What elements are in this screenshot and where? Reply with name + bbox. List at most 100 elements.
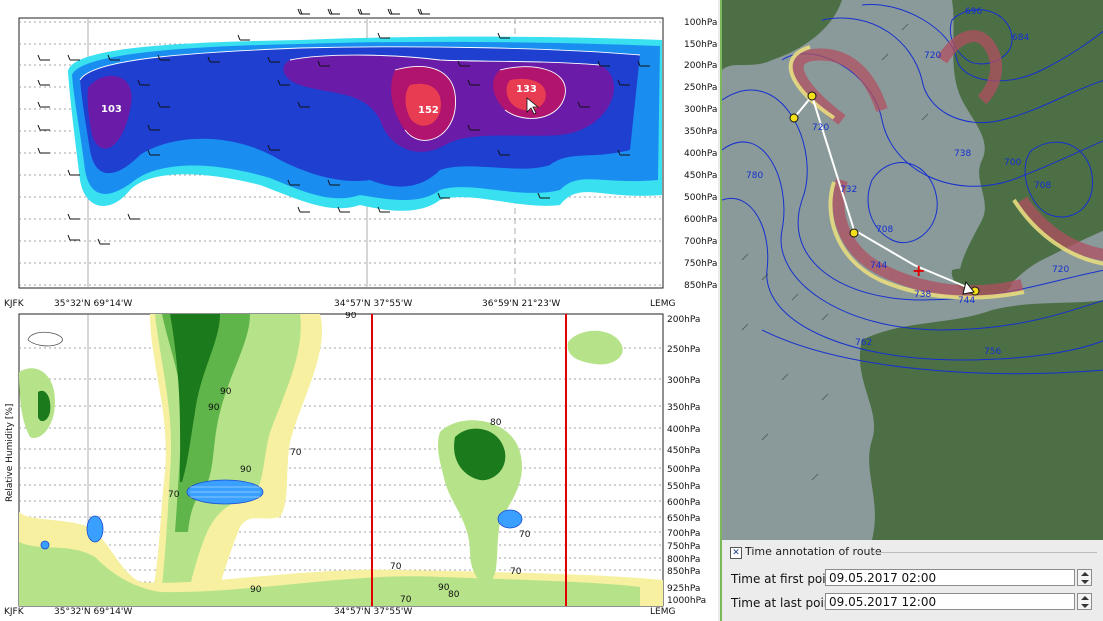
svg-text:700hPa: 700hPa: [667, 529, 700, 539]
svg-text:90: 90: [220, 387, 232, 397]
cursor-arrow-icon: [526, 97, 540, 115]
svg-text:720: 720: [924, 51, 941, 61]
svg-text:720: 720: [812, 123, 829, 133]
svg-text:70: 70: [290, 448, 302, 458]
svg-text:350hPa: 350hPa: [684, 127, 717, 137]
contour-label-133: 133: [516, 84, 537, 95]
svg-text:720: 720: [1052, 265, 1069, 275]
bottom-waypoint-kjfk: KJFK: [4, 607, 24, 617]
svg-text:744: 744: [870, 261, 887, 271]
top-pressure-axis: 100hPa 150hPa 200hPa 250hPa 300hPa 350hP…: [684, 18, 717, 291]
waypoint-label-1: 35°32'N 69°14'W: [54, 299, 133, 309]
svg-text:100hPa: 100hPa: [684, 18, 717, 28]
svg-text:550hPa: 550hPa: [667, 482, 700, 492]
svg-text:700hPa: 700hPa: [684, 237, 717, 247]
map-view[interactable]: + 696 684 720 720 738 708 700 732 744 73…: [720, 0, 1103, 540]
svg-text:350hPa: 350hPa: [667, 403, 700, 413]
waypoint-marker-1: [807, 91, 817, 101]
top-section-plot[interactable]: 103 152 133 100hPa 150hPa 200hPa 250hPa …: [0, 0, 718, 312]
waypoint-label-3: 36°59'N 21°23'W: [482, 299, 561, 309]
contour-label-103: 103: [101, 104, 122, 115]
cursor-arrow-icon: [962, 280, 975, 295]
waypoint-label-2: 34°57'N 37°55'W: [334, 299, 413, 309]
route-annotation-checkbox[interactable]: ✕: [730, 547, 742, 559]
bottom-waypoint-lemg: LEMG: [650, 607, 676, 617]
svg-text:756: 756: [984, 347, 1001, 357]
svg-text:200hPa: 200hPa: [667, 315, 700, 325]
svg-text:850hPa: 850hPa: [667, 567, 700, 577]
svg-text:800hPa: 800hPa: [667, 555, 700, 565]
route-annotation-panel: ✕ Time annotation of route Time at first…: [720, 540, 1103, 621]
svg-text:90: 90: [438, 583, 450, 593]
map-contour-labels: 696 684 720 720 738 708 700 732 744 738 …: [746, 7, 1069, 357]
bottom-section-panel[interactable]: 90 90 90 90 70 70 80 70 70 70 90 80 70 9…: [0, 312, 718, 621]
svg-text:750hPa: 750hPa: [667, 542, 700, 552]
bottom-section-plot[interactable]: 90 90 90 90 70 70 80 70 70 70 90 80 70 9…: [0, 312, 718, 621]
svg-text:732: 732: [840, 185, 857, 195]
spin-up-icon[interactable]: [1081, 572, 1089, 576]
svg-text:600hPa: 600hPa: [684, 215, 717, 225]
svg-text:450hPa: 450hPa: [684, 171, 717, 181]
waypoint-marker-3: [849, 228, 859, 238]
first-point-time-field[interactable]: 09.05.2017 02:00: [825, 569, 1075, 586]
svg-text:150hPa: 150hPa: [684, 40, 717, 50]
rh-top-right-blob: [567, 330, 623, 365]
first-point-spinner[interactable]: [1077, 569, 1092, 586]
svg-text:300hPa: 300hPa: [684, 105, 717, 115]
waypoint-label-lemg: LEMG: [650, 299, 676, 309]
jet-red-core: [405, 78, 546, 126]
svg-text:780: 780: [746, 171, 763, 181]
svg-text:200hPa: 200hPa: [684, 61, 717, 71]
rh-left-dark-blob: [38, 390, 51, 422]
svg-text:744: 744: [958, 296, 975, 306]
svg-text:600hPa: 600hPa: [667, 498, 700, 508]
svg-text:762: 762: [855, 338, 872, 348]
rh-mid-dark-blob: [454, 428, 506, 481]
first-point-label: Time at first point: [731, 572, 838, 586]
rh-axis-label: Relative Humidity [%]: [5, 404, 15, 502]
svg-text:80: 80: [490, 418, 502, 428]
rh-dark-green-layer: [170, 314, 220, 482]
last-point-spinner[interactable]: [1077, 593, 1092, 610]
svg-text:80: 80: [448, 590, 460, 600]
route-annotation-title: Time annotation of route: [745, 545, 882, 558]
bottom-waypoint-1: 35°32'N 69°14'W: [54, 607, 133, 617]
map-canvas[interactable]: + 696 684 720 720 738 708 700 732 744 73…: [722, 0, 1103, 540]
africa-land: [860, 300, 1103, 540]
svg-text:708: 708: [1034, 181, 1051, 191]
svg-text:500hPa: 500hPa: [684, 193, 717, 203]
svg-text:70: 70: [390, 562, 402, 572]
svg-text:400hPa: 400hPa: [684, 149, 717, 159]
svg-text:850hPa: 850hPa: [684, 281, 717, 291]
route-cross-marker: +: [912, 261, 925, 280]
svg-text:70: 70: [519, 530, 531, 540]
waypoint-marker-2: [789, 113, 799, 123]
bottom-pressure-axis: 200hPa 250hPa 300hPa 350hPa 400hPa 450hP…: [667, 315, 706, 606]
svg-text:708: 708: [876, 225, 893, 235]
svg-text:684: 684: [1012, 33, 1029, 43]
greenland-land: [722, 0, 842, 70]
svg-text:250hPa: 250hPa: [684, 83, 717, 93]
waypoint-label-kjfk: KJFK: [4, 299, 24, 309]
top-section-panel[interactable]: 103 152 133 100hPa 150hPa 200hPa 250hPa …: [0, 0, 718, 312]
svg-text:90: 90: [345, 312, 357, 321]
svg-text:300hPa: 300hPa: [667, 376, 700, 386]
spin-down-icon[interactable]: [1081, 580, 1089, 584]
svg-text:70: 70: [510, 567, 522, 577]
svg-text:696: 696: [965, 7, 982, 17]
svg-text:90: 90: [250, 585, 262, 595]
svg-text:400hPa: 400hPa: [667, 425, 700, 435]
last-point-label: Time at last point: [731, 596, 837, 610]
last-point-time-field[interactable]: 09.05.2017 12:00: [825, 593, 1075, 610]
group-divider: [872, 552, 1097, 553]
svg-text:925hPa: 925hPa: [667, 584, 700, 594]
svg-text:70: 70: [400, 595, 412, 605]
rh-low-green-layer: [19, 542, 640, 606]
svg-text:90: 90: [240, 465, 252, 475]
rh-top-left-blob: [27, 331, 63, 347]
contour-label-152: 152: [418, 105, 439, 116]
svg-text:500hPa: 500hPa: [667, 465, 700, 475]
spin-up-icon[interactable]: [1081, 596, 1089, 600]
spin-down-icon[interactable]: [1081, 604, 1089, 608]
svg-text:650hPa: 650hPa: [667, 514, 700, 524]
